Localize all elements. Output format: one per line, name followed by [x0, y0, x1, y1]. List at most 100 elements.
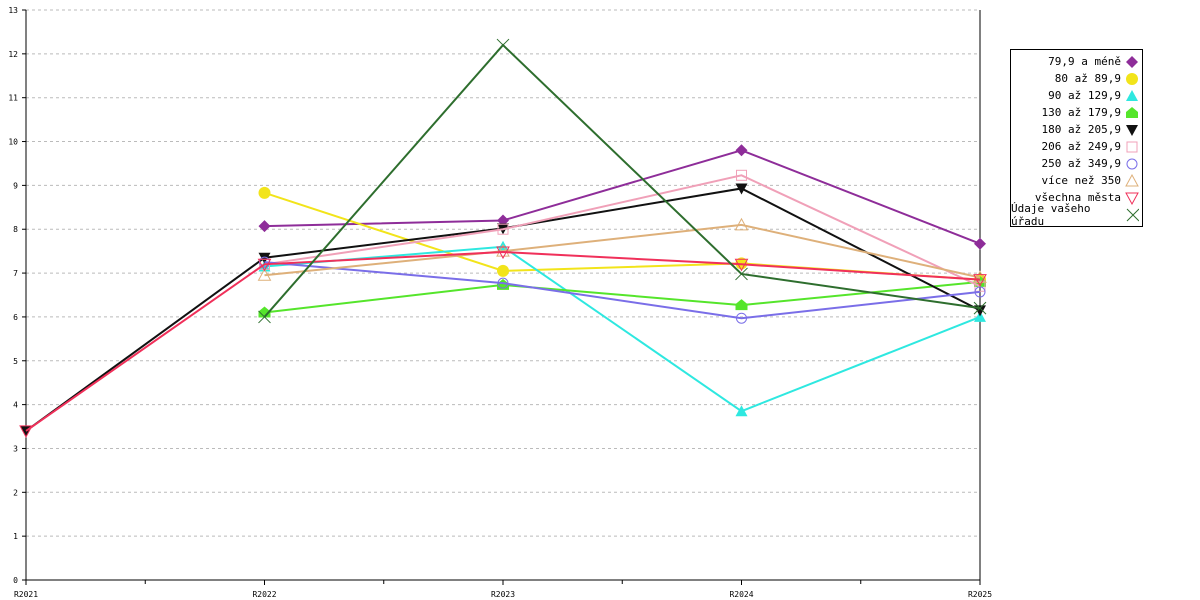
y-tick-label: 2 [13, 488, 18, 497]
legend-item: Údaje vašeho úřadu [1011, 202, 1142, 228]
data-point [735, 144, 748, 157]
y-tick-label: 8 [13, 225, 18, 234]
y-tick-label: 6 [13, 313, 18, 322]
legend-item: 250 až 349,9 [1011, 155, 1142, 172]
legend-marker [1125, 192, 1139, 205]
data-point [497, 264, 509, 277]
legend-label: Údaje vašeho úřadu [1011, 201, 1091, 228]
legend: 79,9 a méně 80 až 89,9 90 až 129,9 130 až 1… [1010, 49, 1143, 228]
legend-item: 130 až 179,9 [1011, 104, 1142, 121]
series-9 [258, 38, 987, 324]
data-point [974, 286, 986, 298]
legend-marker [1126, 55, 1138, 68]
legend-marker [1126, 158, 1138, 169]
data-point [257, 258, 272, 272]
data-point [735, 267, 748, 281]
data-point [258, 310, 271, 324]
data-point [258, 186, 271, 199]
series-2 [258, 240, 986, 417]
y-tick-label: 3 [13, 444, 18, 453]
legend-label: 206 až 249,9 [1041, 140, 1121, 153]
y-tick-label: 1 [13, 532, 18, 541]
y-tick-label: 9 [13, 181, 18, 190]
x-tick-label: R2024 [729, 590, 753, 599]
series-line [264, 261, 981, 320]
data-point [258, 220, 271, 233]
legend-marker-icon [1125, 192, 1139, 205]
legend-marker [1126, 106, 1138, 118]
data-point [497, 277, 509, 289]
legend-marker-icon [1126, 55, 1138, 68]
data-point [973, 301, 987, 315]
y-tick-label: 0 [13, 576, 18, 585]
y-tick-label: 10 [8, 138, 18, 147]
legend-item: 80 až 89,9 [1011, 70, 1142, 87]
legend-label: všechna města [1034, 191, 1121, 204]
legend-label: 79,9 a méně [1048, 55, 1121, 68]
series-line [263, 43, 981, 318]
y-tick-label: 13 [8, 6, 18, 15]
legend-marker-icon [1126, 141, 1138, 152]
legend-marker-icon [1126, 89, 1138, 101]
data-point [19, 425, 33, 438]
legend-item: všechna města [1011, 189, 1142, 206]
data-point [736, 312, 747, 324]
legend-marker-icon [1126, 158, 1138, 169]
x-tick-label: R2022 [252, 590, 276, 599]
legend-item: 90 až 129,9 [1011, 87, 1142, 104]
data-point [974, 280, 986, 292]
series-line [264, 245, 981, 413]
legend-marker [1126, 89, 1138, 101]
data-point [496, 246, 510, 260]
x-tick-label: R2025 [968, 590, 992, 599]
y-tick-label: 4 [13, 401, 18, 410]
legend-marker [1126, 141, 1138, 152]
legend-item: více než 350 [1011, 172, 1142, 189]
legend-marker [1126, 72, 1138, 85]
legend-marker [1125, 173, 1139, 186]
legend-label: 90 až 129,9 [1048, 89, 1121, 102]
data-point [258, 252, 271, 264]
legend-marker-icon [1126, 124, 1138, 136]
data-point [735, 405, 748, 417]
y-tick-label: 12 [8, 50, 18, 59]
data-point [735, 299, 748, 311]
legend-item: 180 až 205,9 [1011, 121, 1142, 138]
series-line [264, 174, 981, 288]
legend-marker-icon [1126, 72, 1138, 85]
legend-label: 130 až 179,9 [1041, 106, 1121, 119]
series-line [264, 280, 981, 314]
data-point [496, 244, 510, 257]
legend-marker-icon [1126, 106, 1138, 118]
legend-label: 180 až 205,9 [1041, 123, 1121, 136]
x-tick-label: R2021 [14, 590, 38, 599]
legend-label: více než 350 [1041, 174, 1121, 187]
legend-marker-icon [1126, 208, 1139, 221]
data-point [974, 237, 986, 250]
data-point [497, 223, 509, 235]
x-tick-label: R2023 [491, 590, 515, 599]
legend-label: 250 až 349,9 [1041, 157, 1121, 170]
legend-item: 79,9 a méně [1011, 53, 1142, 70]
data-point [496, 38, 510, 52]
series-line [264, 149, 981, 245]
data-point [734, 217, 749, 231]
y-tick-label: 7 [13, 269, 18, 278]
data-point [736, 169, 747, 181]
series-line [264, 223, 981, 279]
series-3 [258, 275, 986, 318]
legend-label: 80 až 89,9 [1054, 72, 1121, 85]
series-7 [257, 217, 987, 283]
y-tick-label: 11 [8, 94, 18, 103]
data-point [974, 310, 986, 322]
data-point [497, 240, 509, 252]
data-point [257, 268, 272, 281]
legend-marker [1126, 124, 1138, 136]
data-point [973, 274, 987, 287]
y-tick-label: 5 [13, 357, 18, 366]
data-point [735, 183, 748, 195]
data-point [258, 260, 271, 272]
data-point [973, 270, 987, 283]
series-line [25, 251, 981, 432]
